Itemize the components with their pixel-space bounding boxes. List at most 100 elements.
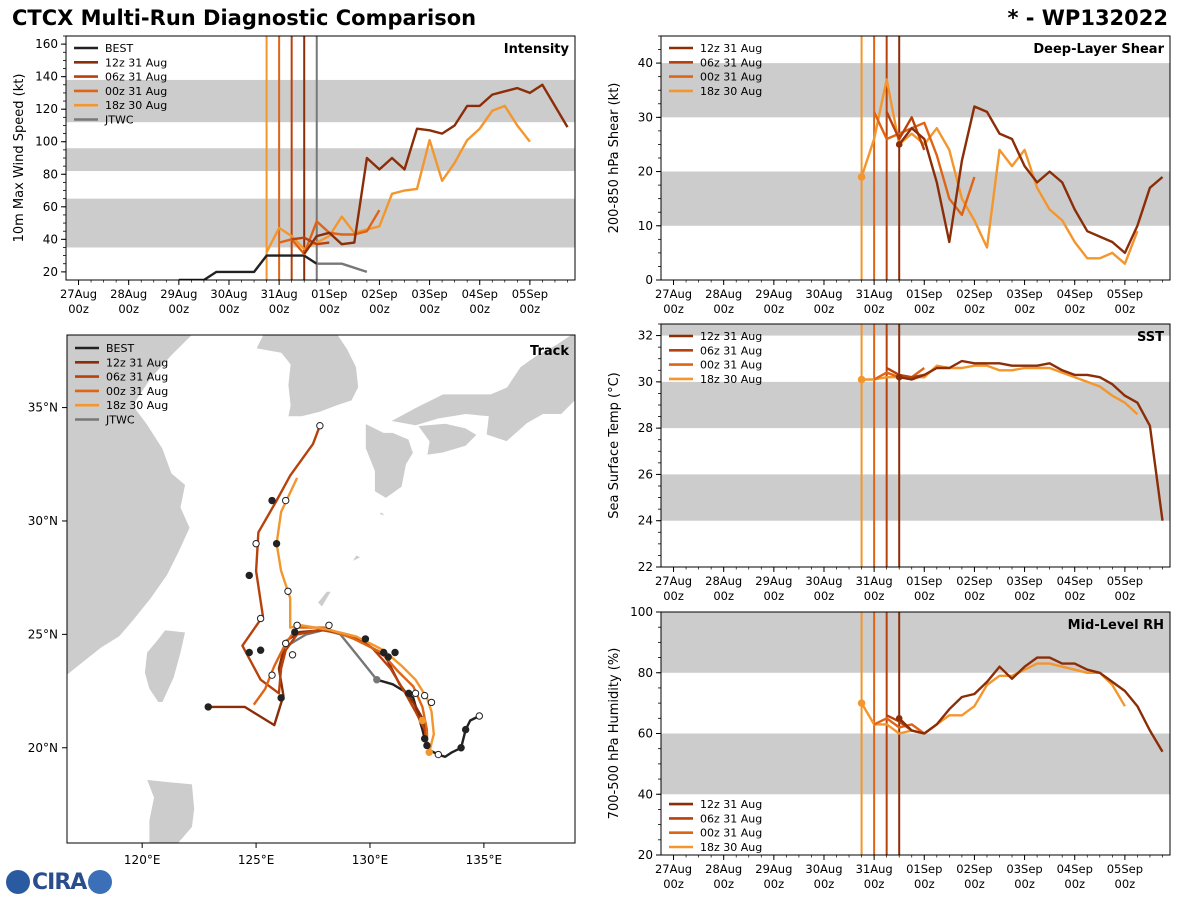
map-area <box>67 335 575 843</box>
y-tick-label: 30 <box>638 375 653 389</box>
legend-label: 12z 31 Aug <box>106 356 168 369</box>
shaded-band <box>661 612 1170 673</box>
x-tick-day: 03Sep <box>1006 574 1042 588</box>
x-tick-day: 01Sep <box>906 287 942 301</box>
x-tick-day: 02Sep <box>361 287 397 301</box>
init-marker <box>857 699 866 707</box>
x-tick-hour: 00z <box>419 302 440 316</box>
x-tick-day: 27Aug <box>655 574 692 588</box>
x-tick-hour: 00z <box>763 589 784 603</box>
series-line <box>873 111 976 217</box>
cira-logo: CIRA <box>6 866 113 898</box>
panel-shear: 01020304027Aug00z28Aug00z29Aug00z30Aug00… <box>607 35 1171 316</box>
y-tick-label: 120 <box>35 102 58 116</box>
panel-track: 120°E 125°E 130°E 135°E 20°N 25°N 30°N 35°N Trac… <box>28 334 576 867</box>
y-tick-label: 32 <box>638 329 653 343</box>
y-tick-label: 140 <box>35 70 58 84</box>
cira-wordmark: CIRA <box>32 869 87 895</box>
legend-label: 18z 30 Aug <box>700 373 762 386</box>
track-position-marker <box>420 691 429 700</box>
x-tick-hour: 00z <box>914 302 935 316</box>
plot-area <box>66 36 575 280</box>
panel-intensity: 2040608010012014016027Aug00z28Aug00z29Au… <box>12 35 576 316</box>
x-tick-day: 04Sep <box>462 287 498 301</box>
track-position-marker <box>405 689 413 698</box>
track-position-marker <box>268 496 276 505</box>
x-tick-day: 27Aug <box>655 287 692 301</box>
x-tick-hour: 00z <box>369 302 390 316</box>
track-position-marker <box>384 653 392 661</box>
x-tick-hour: 00z <box>763 302 784 316</box>
lon-tick-label: 125°E <box>238 853 275 867</box>
init-marker <box>895 373 903 381</box>
x-tick-day: 31Aug <box>856 862 893 876</box>
track-position-marker <box>361 635 370 643</box>
y-tick-label: 80 <box>638 666 653 680</box>
track-position-marker <box>281 639 290 648</box>
land-mass <box>389 335 575 443</box>
y-axis-label: Sea Surface Temp (°C) <box>607 372 622 519</box>
x-tick-day: 02Sep <box>956 862 992 876</box>
y-tick-label: 24 <box>638 514 653 528</box>
track-position-marker <box>316 422 324 430</box>
x-tick-hour: 00z <box>68 302 89 316</box>
x-tick-day: 28Aug <box>705 862 742 876</box>
init-marker <box>895 141 903 148</box>
track-position-marker <box>434 750 443 759</box>
shaded-band <box>661 733 1170 795</box>
noaa-logo-icon <box>88 870 113 894</box>
track-position-marker <box>420 734 429 743</box>
x-tick-day: 02Sep <box>956 287 992 301</box>
track-position-marker <box>268 671 276 679</box>
x-tick-hour: 00z <box>964 302 985 316</box>
x-tick-hour: 00z <box>964 589 985 603</box>
x-tick-day: 28Aug <box>110 287 147 301</box>
x-tick-day: 03Sep <box>411 287 447 301</box>
track-position-marker <box>293 621 301 629</box>
y-tick-label: 10 <box>638 219 653 233</box>
plot-area <box>661 36 1170 280</box>
y-tick-label: 20 <box>638 165 653 179</box>
land-mass <box>255 335 360 418</box>
y-tick-label: 30 <box>638 110 653 124</box>
track-position-marker <box>284 587 292 595</box>
track-position-marker <box>373 676 381 684</box>
init-marker <box>895 715 903 722</box>
series-line <box>898 656 1164 753</box>
y-axis-label: 700-500 hPa Humidity (%) <box>607 648 622 820</box>
land-mass <box>146 779 196 843</box>
legend-label: JTWC <box>105 414 135 427</box>
x-tick-day: 05Sep <box>1107 574 1143 588</box>
track-position-marker <box>291 628 299 636</box>
x-tick-hour: 00z <box>914 877 935 891</box>
panel-title: SST <box>1137 330 1164 345</box>
legend-label: 18z 30 Aug <box>106 399 168 412</box>
shaded-band <box>661 171 1170 226</box>
track-position-marker <box>288 651 297 659</box>
x-tick-hour: 00z <box>1014 877 1035 891</box>
lat-tick-label: 25°N <box>28 627 58 641</box>
x-tick-hour: 00z <box>1064 877 1085 891</box>
track-position-marker <box>379 648 388 657</box>
x-tick-hour: 00z <box>814 589 835 603</box>
x-tick-hour: 00z <box>713 302 734 316</box>
cira-globe-icon <box>6 870 30 894</box>
x-tick-day: 04Sep <box>1057 862 1093 876</box>
x-tick-hour: 00z <box>1115 589 1136 603</box>
x-tick-hour: 00z <box>1064 589 1085 603</box>
x-tick-hour: 00z <box>1064 302 1085 316</box>
panel-title: Mid-Level RH <box>1068 618 1164 633</box>
series-line <box>873 717 926 735</box>
legend-label: 06z 31 Aug <box>700 812 762 825</box>
x-tick-day: 03Sep <box>1006 862 1042 876</box>
legend-label: 12z 31 Aug <box>700 42 762 55</box>
x-tick-day: 30Aug <box>210 287 247 301</box>
x-tick-hour: 00z <box>663 302 684 316</box>
storm-id: * - WP132022 <box>1007 6 1168 30</box>
x-tick-day: 02Sep <box>956 574 992 588</box>
y-tick-label: 100 <box>35 135 58 149</box>
legend-label: 06z 31 Aug <box>700 344 762 357</box>
x-tick-hour: 00z <box>219 302 240 316</box>
shaded-band <box>661 324 1170 336</box>
